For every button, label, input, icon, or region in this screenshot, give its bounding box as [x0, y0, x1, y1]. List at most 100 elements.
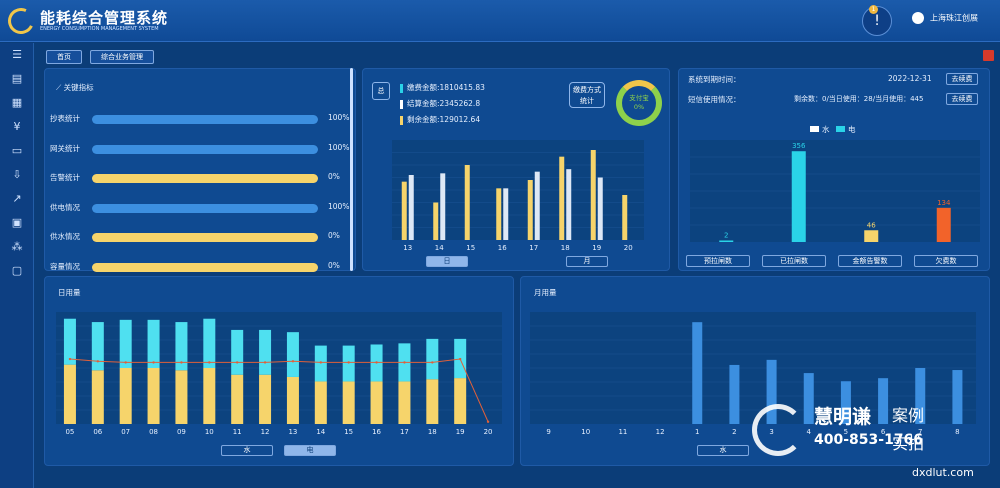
kpi-row: 供水情况 0% — [50, 231, 380, 243]
close-tabs-button[interactable] — [983, 50, 994, 61]
monthly-tab-water[interactable]: 水 — [697, 445, 749, 456]
kpi-progress — [92, 262, 318, 272]
total-badge: 总 — [372, 82, 390, 100]
payment-x-label: 20 — [624, 244, 633, 252]
daily-x-label: 16 — [372, 428, 381, 436]
daily-bar — [119, 319, 132, 368]
system-bar-label: 2 — [724, 232, 728, 240]
daily-trend-point — [431, 361, 434, 364]
download-icon[interactable]: ⇩ — [12, 168, 22, 181]
daily-x-label: 14 — [316, 428, 325, 436]
kpi-value: 0% — [328, 260, 340, 270]
system-bar-label: 134 — [937, 199, 951, 207]
monthly-x-label: 6 — [881, 428, 886, 436]
system-stat-button[interactable]: 金额告警数 — [838, 255, 902, 267]
payment-x-label: 18 — [561, 244, 570, 252]
payment-bar — [440, 173, 446, 240]
monthly-bar — [692, 322, 703, 424]
logo-icon — [4, 4, 38, 38]
report-icon[interactable]: ▤ — [11, 72, 23, 85]
daily-tab-elec[interactable]: 电 — [284, 445, 336, 456]
building-icon[interactable]: ▦ — [11, 96, 23, 109]
chart-icon[interactable]: ↗ — [12, 192, 22, 205]
daily-x-label: 19 — [456, 428, 465, 436]
daily-x-label: 09 — [177, 428, 186, 436]
ring-label: 支付宝 — [629, 94, 649, 102]
daily-trend-point — [291, 360, 295, 363]
business-tab[interactable]: 综合业务管理 — [90, 50, 154, 64]
payment-x-label: 16 — [498, 244, 507, 252]
daily-usage-chart: 05 06 07 08 09 10 11 12 13 14 15 16 17 18 19 20 — [56, 312, 502, 436]
sms-info: 剩余数：0/当日使用：28/当月使用：445 — [794, 95, 924, 103]
daily-x-label: 13 — [288, 428, 297, 436]
renew-button[interactable]: 去续费 — [946, 73, 978, 85]
daily-trend-point — [458, 357, 462, 361]
renew-sms-button[interactable]: 去续费 — [946, 93, 978, 105]
daily-bar — [454, 378, 467, 424]
payment-x-label: 19 — [592, 244, 601, 252]
daily-trend-point — [486, 420, 490, 423]
image-icon[interactable]: ▢ — [11, 264, 23, 277]
daily-bar — [175, 322, 188, 371]
monthly-bar — [803, 373, 814, 424]
payment-bar — [433, 202, 439, 240]
payment-x-label: 14 — [435, 244, 444, 252]
daily-bar — [259, 329, 272, 375]
monthly-x-label: 5 — [844, 428, 848, 436]
monthly-x-label: 2 — [732, 428, 736, 436]
daily-bar — [147, 368, 160, 424]
daily-tab-water[interactable]: 水 — [221, 445, 273, 456]
system-stat-button[interactable]: 已拉闸数 — [762, 255, 826, 267]
settle-amount: 结算金额:2345262.8 — [400, 98, 480, 109]
kpi-label: 告警统计 — [50, 173, 80, 182]
daily-trend-point — [96, 360, 100, 363]
kpi-progress — [92, 174, 318, 183]
home-tab[interactable]: 首页 — [46, 50, 82, 64]
kpi-value: 100% — [328, 113, 350, 122]
payment-x-label: 13 — [403, 244, 412, 252]
daily-bar — [231, 374, 244, 424]
daily-trend-line — [69, 358, 489, 422]
tab-month[interactable]: 月 — [566, 256, 608, 267]
daily-bar — [370, 381, 383, 424]
payment-bar — [408, 175, 414, 240]
expire-label: 系统到期时间： — [688, 75, 741, 84]
daily-bar — [259, 374, 272, 424]
system-bar — [864, 230, 879, 242]
user-menu[interactable]: 上海珠江创展 — [912, 12, 978, 24]
payment-bar — [464, 165, 470, 240]
monitor-icon[interactable]: ▭ — [11, 144, 23, 157]
expire-date: 2022-12-31 — [888, 74, 932, 83]
kpi-progress — [92, 203, 318, 213]
kpi-scrollbar[interactable] — [350, 68, 353, 271]
payment-x-label: 15 — [466, 244, 475, 252]
payment-bar — [496, 188, 502, 240]
system-stat-button[interactable]: 欠费数 — [914, 255, 978, 267]
daily-bar — [203, 318, 216, 368]
daily-x-label: 17 — [400, 428, 409, 436]
yuan-icon[interactable]: ¥ — [13, 120, 21, 133]
payment-bar-chart: 13 14 15 16 17 18 19 20 — [392, 140, 644, 252]
watermark-site: dxdlut.com — [912, 466, 974, 479]
list-icon[interactable]: ☰ — [12, 48, 22, 61]
kpi-label: 供电情况 — [50, 202, 80, 212]
legend-elec: 电 — [836, 124, 856, 135]
monthly-usage-chart: 9 10 11 12 1 2 3 4 5 6 7 8 — [530, 312, 976, 436]
system-bar — [936, 207, 951, 242]
alert-button[interactable]: ! 1 — [862, 5, 892, 36]
apps-icon[interactable]: ⁂ — [11, 240, 23, 253]
daily-trend-point — [347, 361, 350, 364]
daily-bar — [63, 364, 76, 424]
system-stat-button[interactable]: 预拉闸数 — [686, 255, 750, 267]
doc-icon[interactable]: ▣ — [11, 216, 23, 229]
tab-day[interactable]: 日 — [426, 256, 468, 267]
kpi-progress — [92, 115, 318, 124]
monthly-x-label: 4 — [807, 428, 812, 436]
daily-x-label: 07 — [121, 428, 130, 436]
kpi-row: 抄表统计 100% — [50, 113, 380, 125]
user-avatar-icon — [912, 12, 924, 24]
monthly-x-label: 9 — [546, 428, 550, 436]
kpi-value: 0% — [328, 172, 340, 181]
daily-trend-point — [235, 361, 239, 364]
daily-title: 日用量 — [58, 288, 81, 297]
